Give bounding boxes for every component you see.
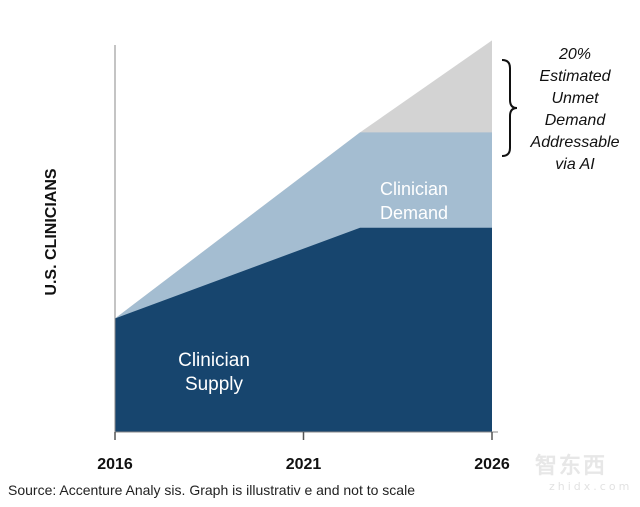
annotation-line: 20% — [558, 46, 591, 63]
area-layer — [115, 40, 492, 433]
demand-area-label: Clinician Demand — [380, 179, 448, 223]
supply-label-line: Supply — [185, 374, 244, 395]
y-axis-label: U.S. CLINICIANS — [43, 168, 60, 295]
supply-area-label: Clinician Supply — [178, 350, 250, 395]
clinician-supply-area — [115, 227, 492, 432]
source-note: Source: Accenture Analy sis. Graph is il… — [8, 482, 415, 498]
x-tick-label: 2021 — [286, 456, 322, 473]
watermark-cn: 智东西 — [535, 454, 608, 479]
annotation-line: via AI — [555, 156, 595, 173]
annotation-text: 20% Estimated Unmet Demand Addressable via AI — [530, 46, 620, 173]
chart: 2016 2021 2026 U.S. CLINICIANS Clinician Su… — [43, 40, 620, 473]
x-tick-label: 2026 — [474, 456, 510, 473]
annotation-line: Demand — [545, 112, 607, 129]
demand-label-line: Demand — [380, 203, 448, 223]
annotation-line: Estimated — [539, 68, 611, 85]
annotation-bracket — [501, 59, 518, 157]
demand-label-line: Clinician — [380, 179, 448, 199]
supply-label-line: Clinician — [178, 350, 250, 371]
watermark-en: zhidx.com — [549, 480, 633, 493]
watermark-logo: 智东西 zhidx.com — [535, 448, 635, 504]
x-ticks — [114, 432, 493, 440]
x-tick-labels: 2016 2021 2026 — [97, 456, 510, 473]
annotation-line: Addressable — [530, 134, 620, 151]
x-tick-label: 2016 — [97, 456, 133, 473]
annotation-line: Unmet — [551, 90, 599, 107]
